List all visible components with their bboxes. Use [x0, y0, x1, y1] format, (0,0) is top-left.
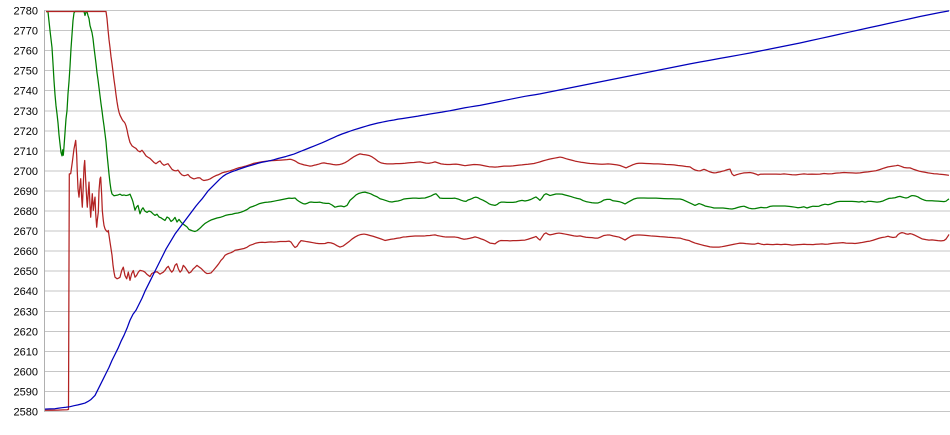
y-axis-label: 2730 [14, 106, 38, 118]
y-axis-label: 2600 [14, 366, 38, 378]
y-axis-label: 2610 [14, 346, 38, 358]
y-axis-label: 2580 [14, 407, 38, 419]
series-red-lower-line [45, 139, 950, 411]
y-axis-label: 2630 [14, 306, 38, 318]
y-axis-label: 2770 [14, 26, 38, 38]
y-axis-label: 2640 [14, 286, 38, 298]
y-axis-label: 2760 [14, 46, 38, 58]
y-axis-label: 2690 [14, 186, 38, 198]
y-axis-label: 2590 [14, 386, 38, 398]
series-blue-line [44, 10, 950, 410]
y-axis-label: 2710 [14, 146, 38, 158]
y-axis-label: 2700 [14, 166, 38, 178]
series-red-upper-line [46, 10, 950, 182]
y-axis-label: 2620 [14, 326, 38, 338]
y-axis-label: 2720 [14, 126, 38, 138]
y-axis-label: 2650 [14, 266, 38, 278]
y-axis-label: 2750 [14, 66, 38, 78]
y-axis-label: 2780 [14, 6, 38, 18]
y-axis-label: 2660 [14, 246, 38, 258]
y-axis-label: 2680 [14, 206, 38, 218]
y-axis-label: 2670 [14, 226, 38, 238]
y-axis-label: 2740 [14, 86, 38, 98]
series-green-line [45, 10, 950, 233]
